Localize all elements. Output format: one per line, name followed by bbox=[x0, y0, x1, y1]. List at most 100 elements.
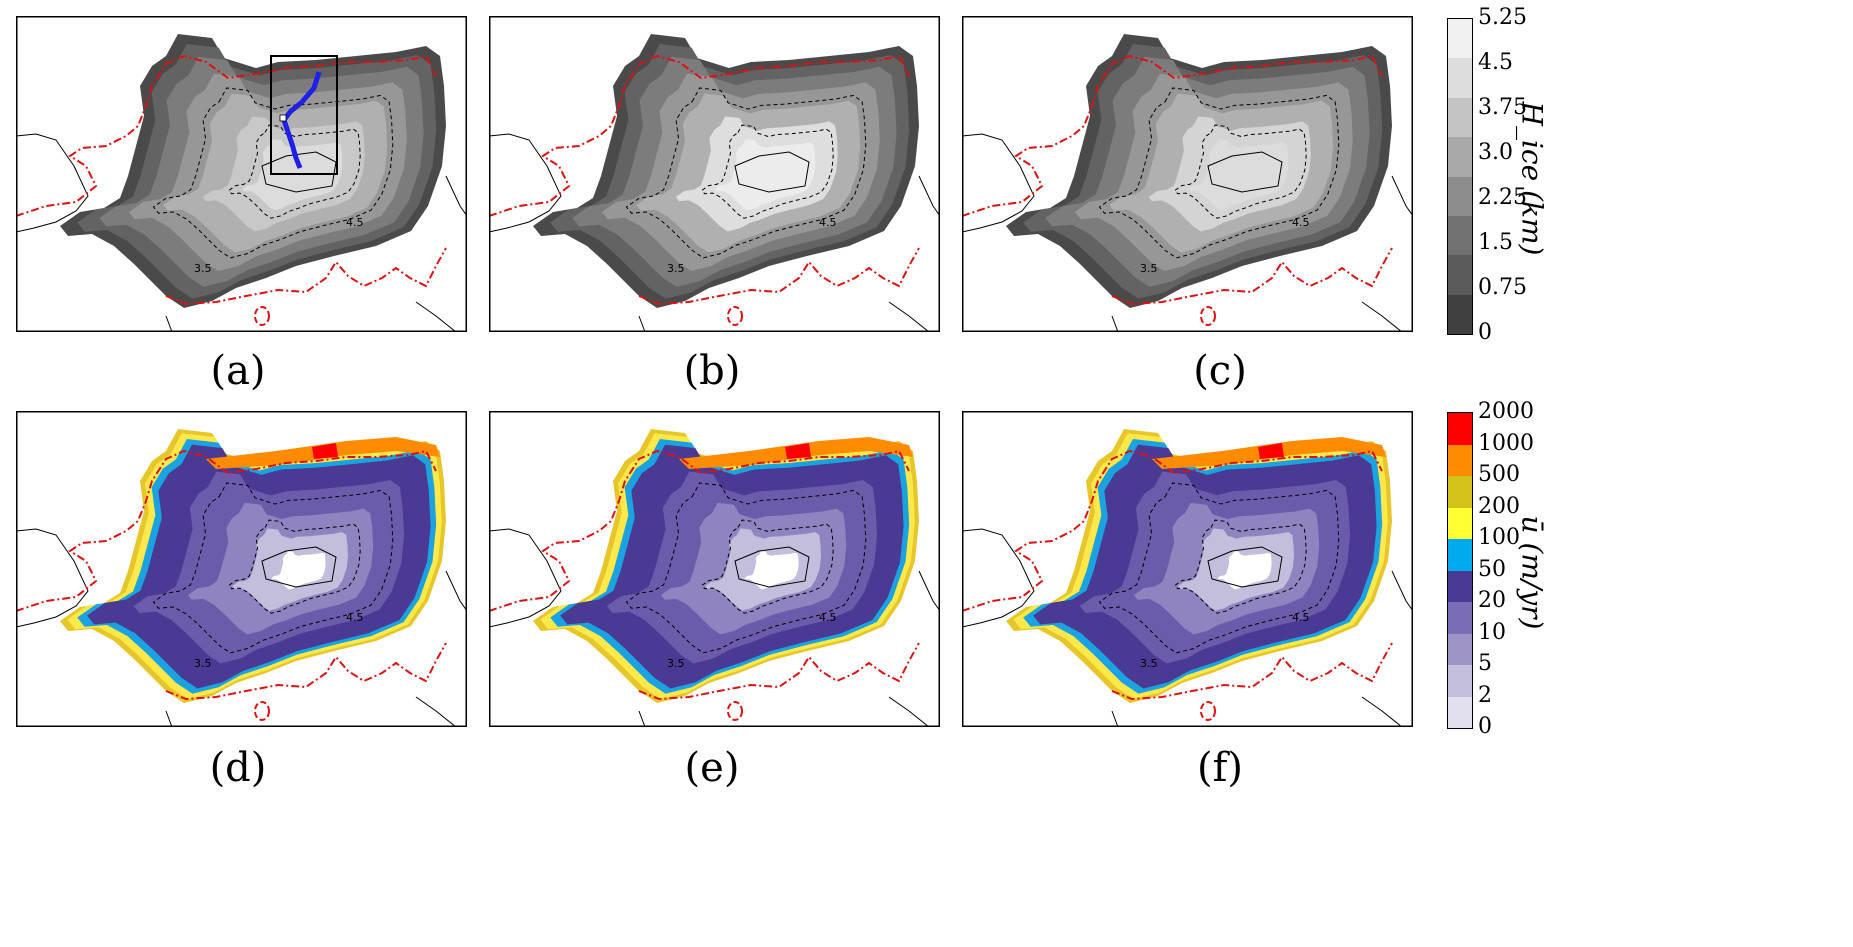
map-frame bbox=[962, 411, 1413, 727]
red-margin-loop bbox=[727, 306, 743, 326]
contour-4-5 bbox=[1174, 519, 1307, 614]
flowline-marker bbox=[279, 114, 287, 122]
colorbar-thickness bbox=[1447, 18, 1473, 335]
coastline-3 bbox=[638, 315, 646, 332]
map-b: 3.5 4.5 bbox=[489, 16, 940, 332]
panel-d: 3.5 4.5 bbox=[16, 411, 467, 727]
panel-label-e: (e) bbox=[684, 745, 740, 791]
colorbar_thickness-segment-0 bbox=[1448, 19, 1472, 59]
map-e: 3.5 4.5 bbox=[489, 411, 940, 727]
field-band-7 bbox=[1217, 551, 1272, 590]
panel-c: 3.5 4.5 bbox=[962, 16, 1413, 332]
colorbar_velocity-tick-label: 1000 bbox=[1478, 430, 1534, 456]
coastline-3 bbox=[1111, 710, 1119, 727]
colorbar_velocity-segment-2 bbox=[1448, 476, 1472, 508]
colorbar_velocity-segment-1 bbox=[1448, 444, 1472, 476]
field-band-6 bbox=[715, 139, 816, 211]
field-band-7 bbox=[744, 551, 799, 590]
map-frame bbox=[489, 16, 940, 332]
panel-label-c: (c) bbox=[1193, 348, 1247, 394]
map-c: 3.5 4.5 bbox=[962, 16, 1413, 332]
colorbar_velocity-segment-6 bbox=[1448, 602, 1472, 634]
red-margin-0 bbox=[962, 54, 1383, 217]
coastline-1 bbox=[918, 570, 940, 612]
coastline-3 bbox=[638, 710, 646, 727]
coastline-1 bbox=[1391, 570, 1413, 612]
red-margin-loop bbox=[1200, 306, 1216, 326]
colorbar_velocity-segment-4 bbox=[1448, 539, 1472, 571]
colorbar_thickness-tick-label: 3.0 bbox=[1478, 140, 1513, 165]
colorbar-thickness-ticks: 5.25 4.5 3.75 3.0 2.25 1.5 0.75 0 bbox=[1478, 0, 1558, 360]
colorbar_velocity-tick-label: 2 bbox=[1478, 682, 1492, 708]
contour-label-3-5: 3.5 bbox=[667, 657, 685, 670]
red-margin-0 bbox=[962, 449, 1383, 612]
red-margin-0 bbox=[16, 449, 437, 612]
contour-label-4-5: 4.5 bbox=[819, 216, 837, 229]
coastline-2 bbox=[888, 696, 930, 727]
panel-f: 3.5 4.5 bbox=[962, 411, 1413, 727]
contour-label-4-5: 4.5 bbox=[1292, 216, 1310, 229]
colorbar_velocity-tick-label: 5 bbox=[1478, 651, 1492, 676]
field-band-7 bbox=[271, 551, 326, 590]
colorbar_velocity-segment-3 bbox=[1448, 507, 1472, 539]
region-box bbox=[270, 55, 338, 175]
map-frame bbox=[489, 411, 940, 727]
contour-label-4-5: 4.5 bbox=[819, 611, 837, 624]
colorbar_thickness-segment-5 bbox=[1448, 215, 1472, 256]
colorbar_velocity-tick-label: 20 bbox=[1478, 588, 1506, 613]
panel-a: 3.5 4.5 bbox=[16, 16, 467, 332]
red-margin-loop bbox=[254, 701, 270, 721]
contour-label-3-5: 3.5 bbox=[1140, 657, 1158, 670]
red-margin-loop bbox=[727, 701, 743, 721]
colorbar_thickness-segment-1 bbox=[1448, 58, 1472, 98]
interior-outline bbox=[734, 151, 810, 193]
colorbar_velocity-tick-label: 200 bbox=[1478, 493, 1520, 519]
colorbar_velocity-segment-9 bbox=[1448, 696, 1472, 728]
colorbar_thickness-tick-label: 2.25 bbox=[1478, 185, 1527, 210]
red-margin-1 bbox=[1111, 642, 1393, 701]
red-margin-0 bbox=[489, 449, 910, 612]
colorbar_thickness-tick-label: 3.75 bbox=[1478, 95, 1527, 120]
colorbar_thickness-segment-4 bbox=[1448, 176, 1472, 216]
map-frame bbox=[16, 16, 467, 332]
contour-4-5 bbox=[701, 519, 834, 614]
panel-b: 3.5 4.5 bbox=[489, 16, 940, 332]
contour-4-5 bbox=[1174, 124, 1307, 219]
colorbar-velocity-ticks: 2000 1000 500 200 100 50 20 10 5 2 0 bbox=[1478, 394, 1558, 754]
coastline-3 bbox=[165, 710, 173, 727]
colorbar_thickness-segment-2 bbox=[1448, 97, 1472, 138]
colorbar_velocity-tick-label: 500 bbox=[1478, 462, 1520, 487]
map-f: 3.5 4.5 bbox=[962, 411, 1413, 727]
red-margin-1 bbox=[638, 247, 920, 306]
colorbar_velocity-tick-label: 0 bbox=[1478, 714, 1492, 739]
colorbar_thickness-tick-label: 1.5 bbox=[1478, 230, 1513, 255]
coastline-0 bbox=[16, 528, 89, 628]
colorbar_velocity-segment-5 bbox=[1448, 570, 1472, 602]
colorbar_thickness-tick-label: 4.5 bbox=[1478, 50, 1513, 75]
map-d: 3.5 4.5 bbox=[16, 411, 467, 727]
contour-label-3-5: 3.5 bbox=[194, 262, 212, 275]
colorbar_velocity-segment-7 bbox=[1448, 633, 1472, 665]
red-margin-loop bbox=[254, 306, 270, 326]
colorbar-velocity bbox=[1447, 412, 1473, 729]
interior-outline bbox=[1207, 546, 1283, 588]
panel-label-d: (d) bbox=[209, 745, 267, 791]
red-margin-1 bbox=[1111, 247, 1393, 306]
contour-label-3-5: 3.5 bbox=[194, 657, 212, 670]
fast-flow-red bbox=[1258, 443, 1284, 459]
colorbar_thickness-segment-3 bbox=[1448, 137, 1472, 177]
coastline-0 bbox=[962, 528, 1035, 628]
red-margin-1 bbox=[165, 642, 447, 701]
coastline-2 bbox=[415, 301, 457, 332]
panel-label-f: (f) bbox=[1196, 745, 1243, 791]
colorbar_thickness-tick-label: 0 bbox=[1478, 320, 1492, 345]
colorbar_velocity-tick-label: 100 bbox=[1478, 525, 1520, 550]
contour-label-4-5: 4.5 bbox=[346, 216, 364, 229]
colorbar-thickness-title: H_ice (km) bbox=[1515, 101, 1549, 256]
coastline-2 bbox=[1361, 301, 1403, 332]
coastline-1 bbox=[445, 570, 467, 612]
coastline-1 bbox=[918, 175, 940, 217]
fast-flow-red bbox=[785, 443, 811, 459]
red-margin-0 bbox=[489, 54, 910, 217]
colorbar_velocity-segment-8 bbox=[1448, 665, 1472, 697]
